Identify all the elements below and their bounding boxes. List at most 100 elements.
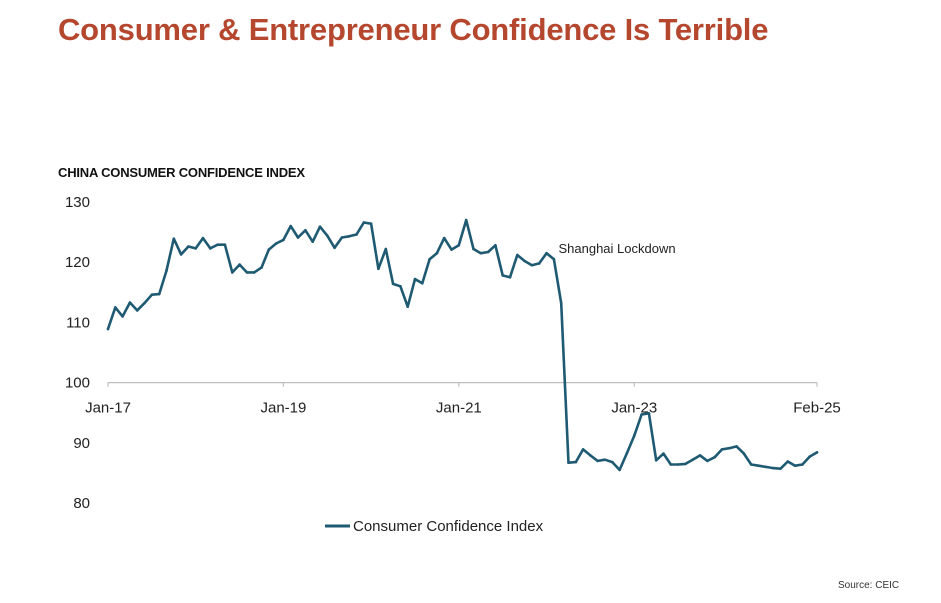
data-point [808,455,811,458]
y-tick-label: 130 [65,194,90,211]
data-point [238,263,241,266]
data-point [633,434,636,437]
data-point [552,257,556,261]
data-point [567,461,570,465]
data-point [450,248,453,251]
data-point [201,236,205,240]
data-point [157,292,161,296]
data-point [764,465,768,469]
data-point [523,259,526,263]
data-point [223,243,227,246]
data-point [406,305,410,309]
data-point [611,460,614,464]
data-point [713,455,716,459]
data-point [472,247,475,251]
data-point [435,251,439,255]
chart-title: CHINA CONSUMER CONFIDENCE INDEX [58,165,305,180]
data-point [735,445,738,448]
data-point [143,301,146,305]
data-point [640,413,643,416]
data-point [742,452,746,455]
x-axis: Jan-17 Jan-19 Jan-21 Jan-23 Feb-25 [85,382,841,417]
y-tick-label: 90 [73,435,90,452]
data-point [413,277,417,281]
legend-label: Consumer Confidence Index [353,518,544,535]
data-point [574,460,578,464]
y-tick-label: 100 [65,375,90,392]
data-point [501,274,505,277]
data-point [274,242,278,245]
data-point [326,234,329,237]
data-point [391,282,395,286]
legend: Consumer Confidence Index [325,518,544,535]
data-point [647,412,651,415]
data-point [399,285,402,288]
data-point [486,250,490,254]
data-point [252,271,256,274]
data-point [282,238,285,242]
data-point [749,463,753,466]
data-point [684,462,687,466]
x-tick-label: Jan-21 [436,400,482,417]
data-point [421,282,424,285]
data-point [179,253,183,256]
page-title: Consumer & Entrepreneur Confidence Is Te… [58,12,769,47]
data-point [106,327,110,331]
data-point [494,244,497,247]
y-tick-label: 80 [73,495,90,512]
data-point [757,464,760,468]
data-point [625,451,629,455]
data-point [369,222,373,225]
data-point [728,446,731,450]
data-point [267,248,271,251]
data-point [384,247,388,251]
source-note: Source: CEIC [838,580,900,591]
data-point [333,246,336,250]
data-point [296,236,300,239]
data-point [216,243,219,246]
data-point [209,247,212,250]
data-point [194,247,197,250]
data-point [355,233,358,236]
data-point [603,458,607,462]
data-point [662,452,665,455]
x-tick-label: Feb-25 [793,400,841,417]
data-point [172,237,176,240]
data-point [377,267,380,271]
y-tick-label: 110 [66,314,90,331]
data-point [793,464,797,468]
data-point [150,293,154,297]
data-point [596,459,599,463]
data-point [245,271,249,274]
data-point [698,454,702,457]
data-point [362,221,366,224]
data-point [165,269,168,272]
data-point [589,454,592,457]
data-point [618,468,621,472]
data-point [581,448,585,451]
data-point [771,466,775,470]
data-point [289,224,293,228]
data-point [311,240,315,243]
data-point [114,306,117,309]
x-tick-label: Jan-17 [85,400,131,417]
y-tick-label: 120 [65,254,90,271]
data-point [318,225,322,228]
data-point [135,309,139,312]
data-point [691,458,694,462]
data-point [121,315,124,318]
x-tick-label: Jan-19 [260,400,306,417]
data-point [720,448,724,451]
data-point [786,460,790,463]
data-point [801,463,804,466]
data-point [231,271,234,274]
data-point [706,459,709,463]
data-point [340,236,344,239]
data-point [464,218,468,222]
data-point [304,229,307,232]
data-point [779,467,782,471]
x-tick-label: Jan-23 [611,400,657,417]
data-point [457,244,461,247]
data-point [530,263,534,267]
